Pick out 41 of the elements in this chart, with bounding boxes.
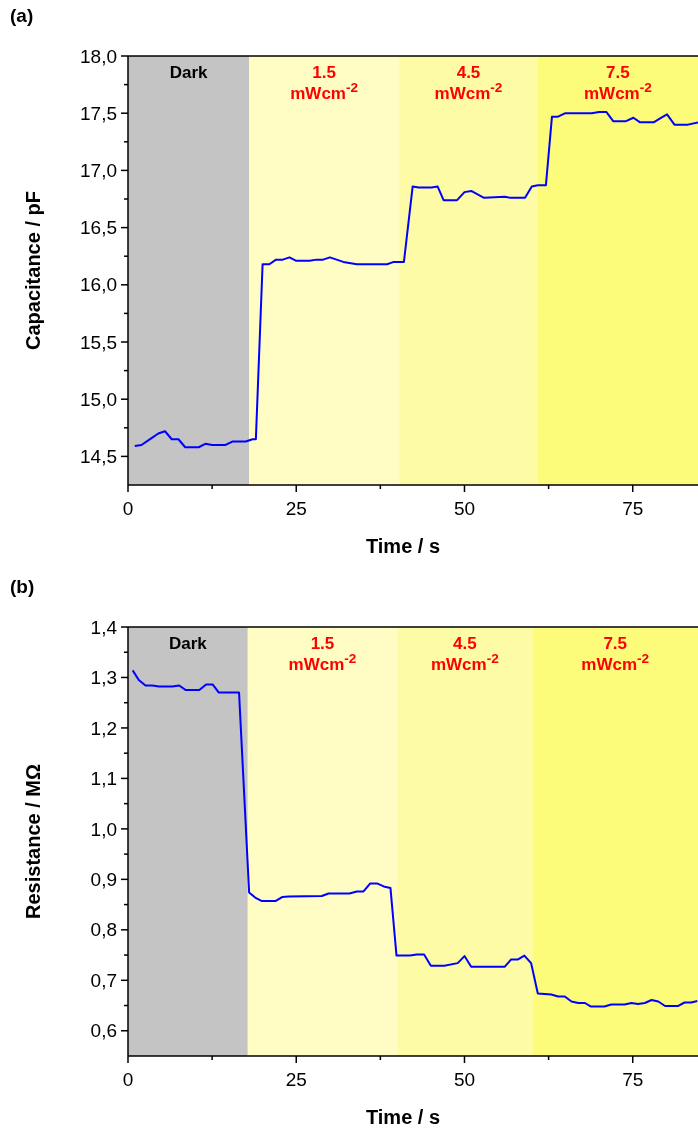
y-tick-label: 1,3 bbox=[90, 667, 117, 689]
y-tick-label: 0,8 bbox=[90, 919, 117, 941]
y-tick-label: 18,0 bbox=[80, 45, 117, 67]
band-label: Dark bbox=[169, 63, 209, 82]
band-label: 7.5 mWcm$^{-2}$ bbox=[584, 63, 653, 103]
y-tick-label: 0,9 bbox=[90, 869, 117, 890]
y-tick-label: 16,5 bbox=[80, 217, 117, 239]
x-tick-label: 50 bbox=[453, 498, 476, 519]
y-tick-label: 15,0 bbox=[80, 388, 117, 410]
y-tick-label: 1,2 bbox=[90, 717, 117, 739]
x-tick-label: 75 bbox=[622, 1069, 644, 1090]
y-tick-label: 17,5 bbox=[80, 102, 117, 124]
chart-title: (b) bbox=[10, 576, 35, 597]
band-label: 7.5 mWcm$^{-2}$ bbox=[581, 634, 650, 674]
y-tick-label: 1,1 bbox=[90, 768, 117, 790]
line-series bbox=[133, 111, 698, 449]
x-tick-label: 0 bbox=[122, 498, 134, 519]
band-label: 1.5 mWcm$^{-2}$ bbox=[288, 634, 357, 674]
band-label: 1.5 mWcm$^{-2}$ bbox=[290, 63, 359, 103]
x-axis-title: Time / s bbox=[365, 1106, 441, 1128]
x-tick-label: 50 bbox=[453, 1069, 476, 1090]
y-tick-label: 14,5 bbox=[80, 446, 117, 468]
y-tick-label: 1,0 bbox=[90, 818, 117, 840]
y-tick-label: 15,5 bbox=[80, 331, 117, 353]
x-tick-label: 25 bbox=[285, 1069, 307, 1090]
y-tick-label: 0,6 bbox=[90, 1020, 117, 1042]
x-tick-label: 25 bbox=[285, 498, 307, 519]
band-label: 4.5 mWcm$^{-2}$ bbox=[434, 63, 503, 103]
band-label: Dark bbox=[168, 634, 208, 653]
x-axis-title: Time / s bbox=[365, 535, 441, 557]
band-label: 4.5 mWcm$^{-2}$ bbox=[430, 634, 500, 674]
y-axis-title: Resistance / MΩ bbox=[22, 764, 44, 919]
y-axis-title: Capacitance / pF bbox=[22, 191, 44, 350]
y-tick-label: 16,0 bbox=[80, 274, 117, 296]
y-tick-label: 1,4 bbox=[90, 616, 118, 638]
x-tick-label: 0 bbox=[122, 1069, 134, 1090]
line-series bbox=[131, 669, 698, 1008]
y-tick-label: 17,0 bbox=[80, 160, 117, 182]
chart-title: (a) bbox=[10, 5, 34, 26]
y-tick-label: 0,7 bbox=[90, 969, 117, 991]
x-tick-label: 75 bbox=[622, 498, 644, 519]
